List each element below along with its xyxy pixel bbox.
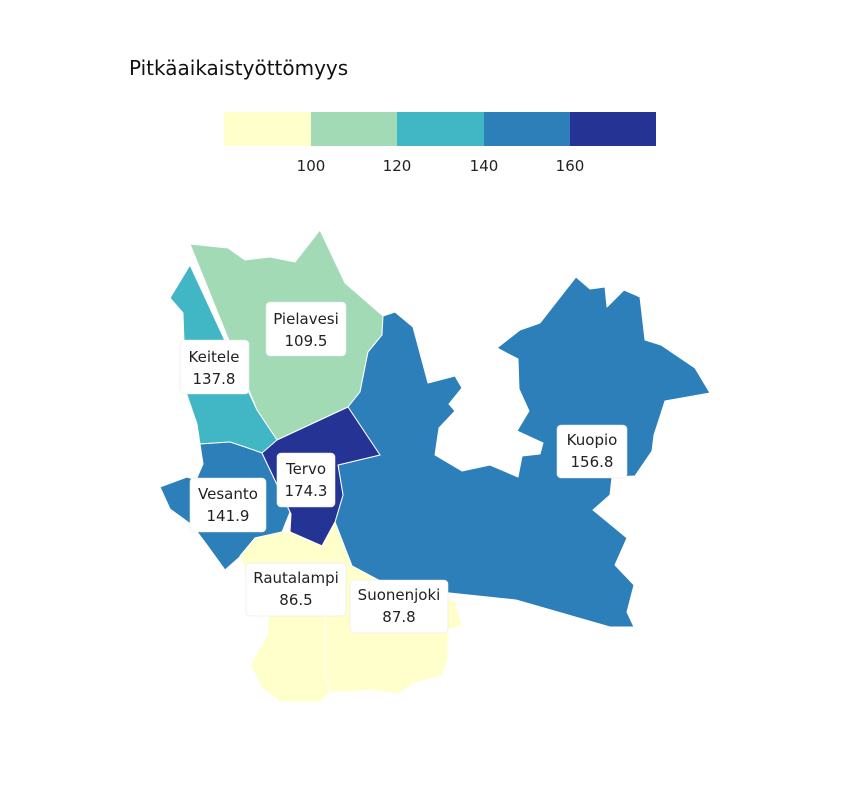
label-name: Kuopio	[567, 431, 618, 449]
label-value: 174.3	[285, 482, 328, 500]
label-rautalampi: Rautalampi 86.5	[246, 563, 346, 616]
label-name: Pielavesi	[273, 310, 339, 328]
label-kuopio: Kuopio 156.8	[557, 425, 627, 478]
color-legend: 100 120 140 160	[224, 112, 656, 175]
label-tervo: Tervo 174.3	[277, 453, 335, 507]
label-name: Keitele	[189, 348, 240, 366]
legend-swatch-1	[224, 112, 311, 146]
label-value: 109.5	[285, 332, 328, 350]
label-suonenjoki: Suonenjoki 87.8	[350, 580, 448, 633]
legend-tick-140: 140	[470, 157, 499, 175]
legend-swatch-4	[484, 112, 570, 146]
label-value: 156.8	[571, 453, 614, 471]
legend-swatch-2	[311, 112, 397, 146]
legend-swatch-3	[397, 112, 484, 146]
legend-swatch-5	[570, 112, 656, 146]
region-kuopio[interactable]	[335, 277, 710, 627]
label-name: Rautalampi	[253, 569, 339, 587]
label-vesanto: Vesanto 141.9	[190, 478, 266, 532]
label-name: Vesanto	[198, 485, 258, 503]
label-value: 86.5	[279, 591, 312, 609]
legend-tick-100: 100	[297, 157, 326, 175]
label-name: Suonenjoki	[358, 586, 441, 604]
label-keitele: Keitele 137.8	[180, 340, 249, 394]
label-value: 87.8	[382, 608, 415, 626]
legend-tick-120: 120	[383, 157, 412, 175]
label-pielavesi: Pielavesi 109.5	[266, 302, 346, 356]
label-name: Tervo	[285, 460, 326, 478]
legend-tick-160: 160	[556, 157, 585, 175]
label-value: 137.8	[193, 370, 236, 388]
label-value: 141.9	[207, 507, 250, 525]
